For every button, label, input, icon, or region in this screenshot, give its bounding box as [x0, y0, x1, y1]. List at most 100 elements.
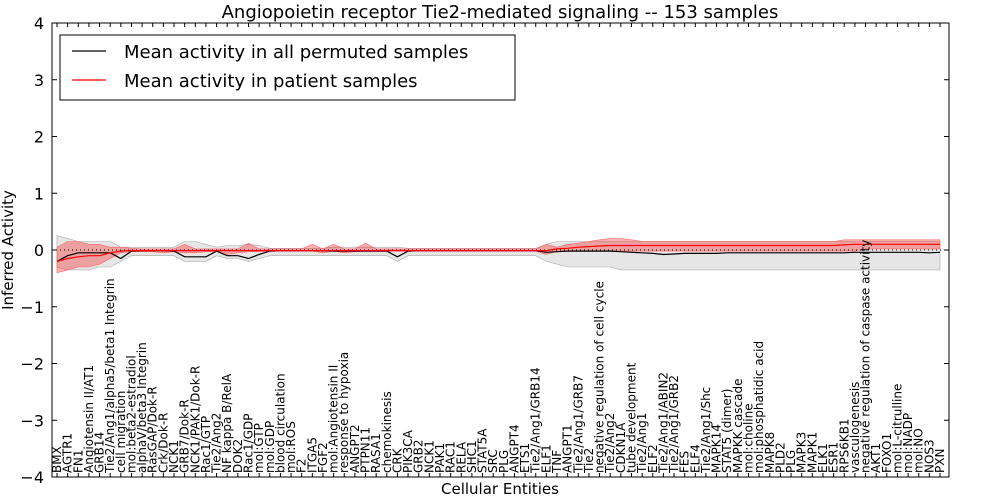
x-tick-label: Rac1/GTP	[199, 416, 213, 473]
x-tick-label: MAPK3	[795, 432, 809, 473]
y-tick-label: −1	[20, 298, 44, 317]
x-tick-label: RASA1	[369, 433, 383, 473]
x-tick-label: response to hypoxia	[337, 352, 351, 473]
y-tick-label: −3	[20, 411, 44, 430]
chart-title: Angiopoietin receptor Tie2-mediated sign…	[222, 2, 779, 23]
x-tick-label: RasGAP/Dok-R	[146, 386, 160, 473]
plot-frame	[51, 22, 950, 478]
x-tick-label: RELA	[454, 441, 468, 473]
x-tick-label: mol:Angiotensin II	[327, 365, 341, 473]
x-tick-label: RAC1	[444, 441, 458, 473]
x-tick-label: mol:NO	[912, 428, 926, 473]
x-tick-label: mol:beta2-estradiol	[125, 355, 139, 473]
x-tick-label: Tie2/Ang2	[210, 413, 224, 474]
x-tick-label: Tie2/Ang1/alpha5/beta1 Integrin	[103, 278, 117, 474]
x-tick-label: alphaV/beta3 Integrin	[135, 342, 149, 473]
x-tick-label: Tie2/Ang2	[603, 413, 617, 474]
x-tick-label: Angiotensin II/AT1	[82, 365, 96, 473]
x-tick-label: ANGPT1	[561, 424, 575, 473]
x-tick-label: NCK1	[422, 440, 436, 473]
permuted-range-band	[56, 235, 941, 271]
x-tick-label: ITGA5	[305, 437, 319, 473]
x-tick-label: GRB7/Dok-R	[178, 399, 192, 473]
x-tick-label: BMX	[50, 446, 64, 473]
band-layer	[56, 235, 941, 274]
legend-label-permuted: Mean activity in all permuted samples	[124, 42, 468, 63]
y-tick-label: 1	[34, 184, 44, 203]
x-tick-label: Tie2/Ang1/GRB14	[529, 367, 543, 474]
x-tick-label: AGTR1	[61, 433, 75, 473]
x-tick-label: Tie2/Ang1/GRB7	[571, 375, 585, 474]
x-tick-label: STAT5A	[476, 428, 490, 473]
x-tick-label: negative regulation of cell cycle	[593, 281, 607, 473]
x-tick-label: MAPK8	[763, 432, 777, 473]
x-tick-label: blood circulation	[273, 373, 287, 473]
y-tick-label: 4	[34, 14, 44, 33]
x-tick-label: FGF2	[316, 442, 330, 473]
x-tick-label: F2	[295, 458, 309, 473]
x-tick-label: mol:phosphatidic acid	[752, 341, 766, 473]
x-tick-label: mol:NADP	[901, 413, 915, 473]
y-tick-label: −4	[20, 468, 44, 487]
x-tick-label: Tie2/Ang1/Shc	[699, 387, 713, 474]
y-tick-label: 2	[34, 128, 44, 147]
x-tick-label: NOS3	[922, 439, 936, 473]
x-tick-label: PLD2	[773, 442, 787, 473]
x-tick-label: mol:GDP	[263, 421, 277, 473]
x-tick-label: MAPK14	[710, 424, 724, 473]
x-tick-label: FOXO1	[880, 433, 894, 473]
x-tick-label: MAPKK cascade	[731, 378, 745, 473]
series-line-patient	[56, 243, 940, 262]
x-tick-label: GRB2	[412, 439, 426, 473]
patient-range-band	[56, 238, 941, 274]
x-tick-label: ELF4	[688, 444, 702, 473]
x-tick-label: Tie2	[582, 448, 596, 474]
x-tick-label: NF kappa B/RelA	[220, 373, 234, 473]
x-axis-label: Cellular Entities	[441, 480, 559, 498]
x-tick-label: NCK1/PAK1/Dok-R	[188, 366, 202, 473]
x-tick-label: Tie2/Ang1	[635, 413, 649, 474]
legend: Mean activity in all permuted samples Me…	[59, 34, 516, 101]
x-tick-label: STAT5 (dimer)	[720, 389, 734, 473]
legend-box	[59, 34, 516, 101]
x-tick-label: GRB14	[93, 432, 107, 473]
x-tick-label: NCK1	[167, 440, 181, 473]
x-tick-label: Tie2/Ang1/GRB2	[667, 375, 681, 474]
x-tick-label: ESR1	[827, 442, 841, 473]
x-tick-label: DOK2	[231, 439, 245, 473]
x-tick-label: Rac1/GDP	[242, 414, 256, 473]
x-tick-label: mol:ROS	[284, 421, 298, 473]
x-tick-label: SHC1	[465, 440, 479, 473]
x-tick-label: RPS6KB1	[837, 418, 851, 473]
x-tick-label: CDKN1A	[614, 422, 628, 473]
x-tick-label: PXN	[933, 449, 947, 473]
x-tick-label: PTPN11	[359, 427, 373, 473]
x-tick-label: PAK1	[433, 443, 447, 473]
x-tick-label: mol:choline	[742, 403, 756, 473]
y-tick-label: 3	[34, 71, 44, 90]
x-tick-label: ELK1	[816, 443, 830, 473]
x-tick-label: FES	[678, 451, 692, 473]
x-tick-label: TNF	[550, 450, 564, 474]
x-tick-label: FN1	[71, 449, 85, 473]
y-axis-label: Inferred Activity	[0, 190, 17, 310]
series-layer	[56, 243, 941, 262]
y-tick-label: −2	[20, 355, 44, 374]
x-tick-label: Tie2/Ang1/ABIN2	[656, 372, 670, 474]
x-tick-label: PLG	[497, 450, 511, 473]
x-tick-label: negative regulation of caspase activity	[859, 240, 873, 473]
legend-label-patient: Mean activity in patient samples	[124, 71, 418, 92]
x-tick-label: PIK3CA	[401, 429, 415, 473]
x-tick-label: MAPK1	[805, 432, 819, 473]
x-tick-label: vasculogenesis	[848, 382, 862, 473]
x-tick-label: mol:GTP	[252, 423, 266, 473]
x-tick-label: ANGPT4	[508, 424, 522, 473]
x-tick-label: Crk/Dok-R	[156, 412, 170, 473]
y-tick-label: 0	[34, 241, 44, 260]
x-tick-label: ELF2	[646, 444, 660, 473]
x-tick-label: mol:L-citrulline	[890, 384, 904, 473]
y-axis: 4 3 2 1 0 −1 −2 −3 −4	[20, 14, 949, 487]
x-tick-label: PLG	[784, 450, 798, 473]
